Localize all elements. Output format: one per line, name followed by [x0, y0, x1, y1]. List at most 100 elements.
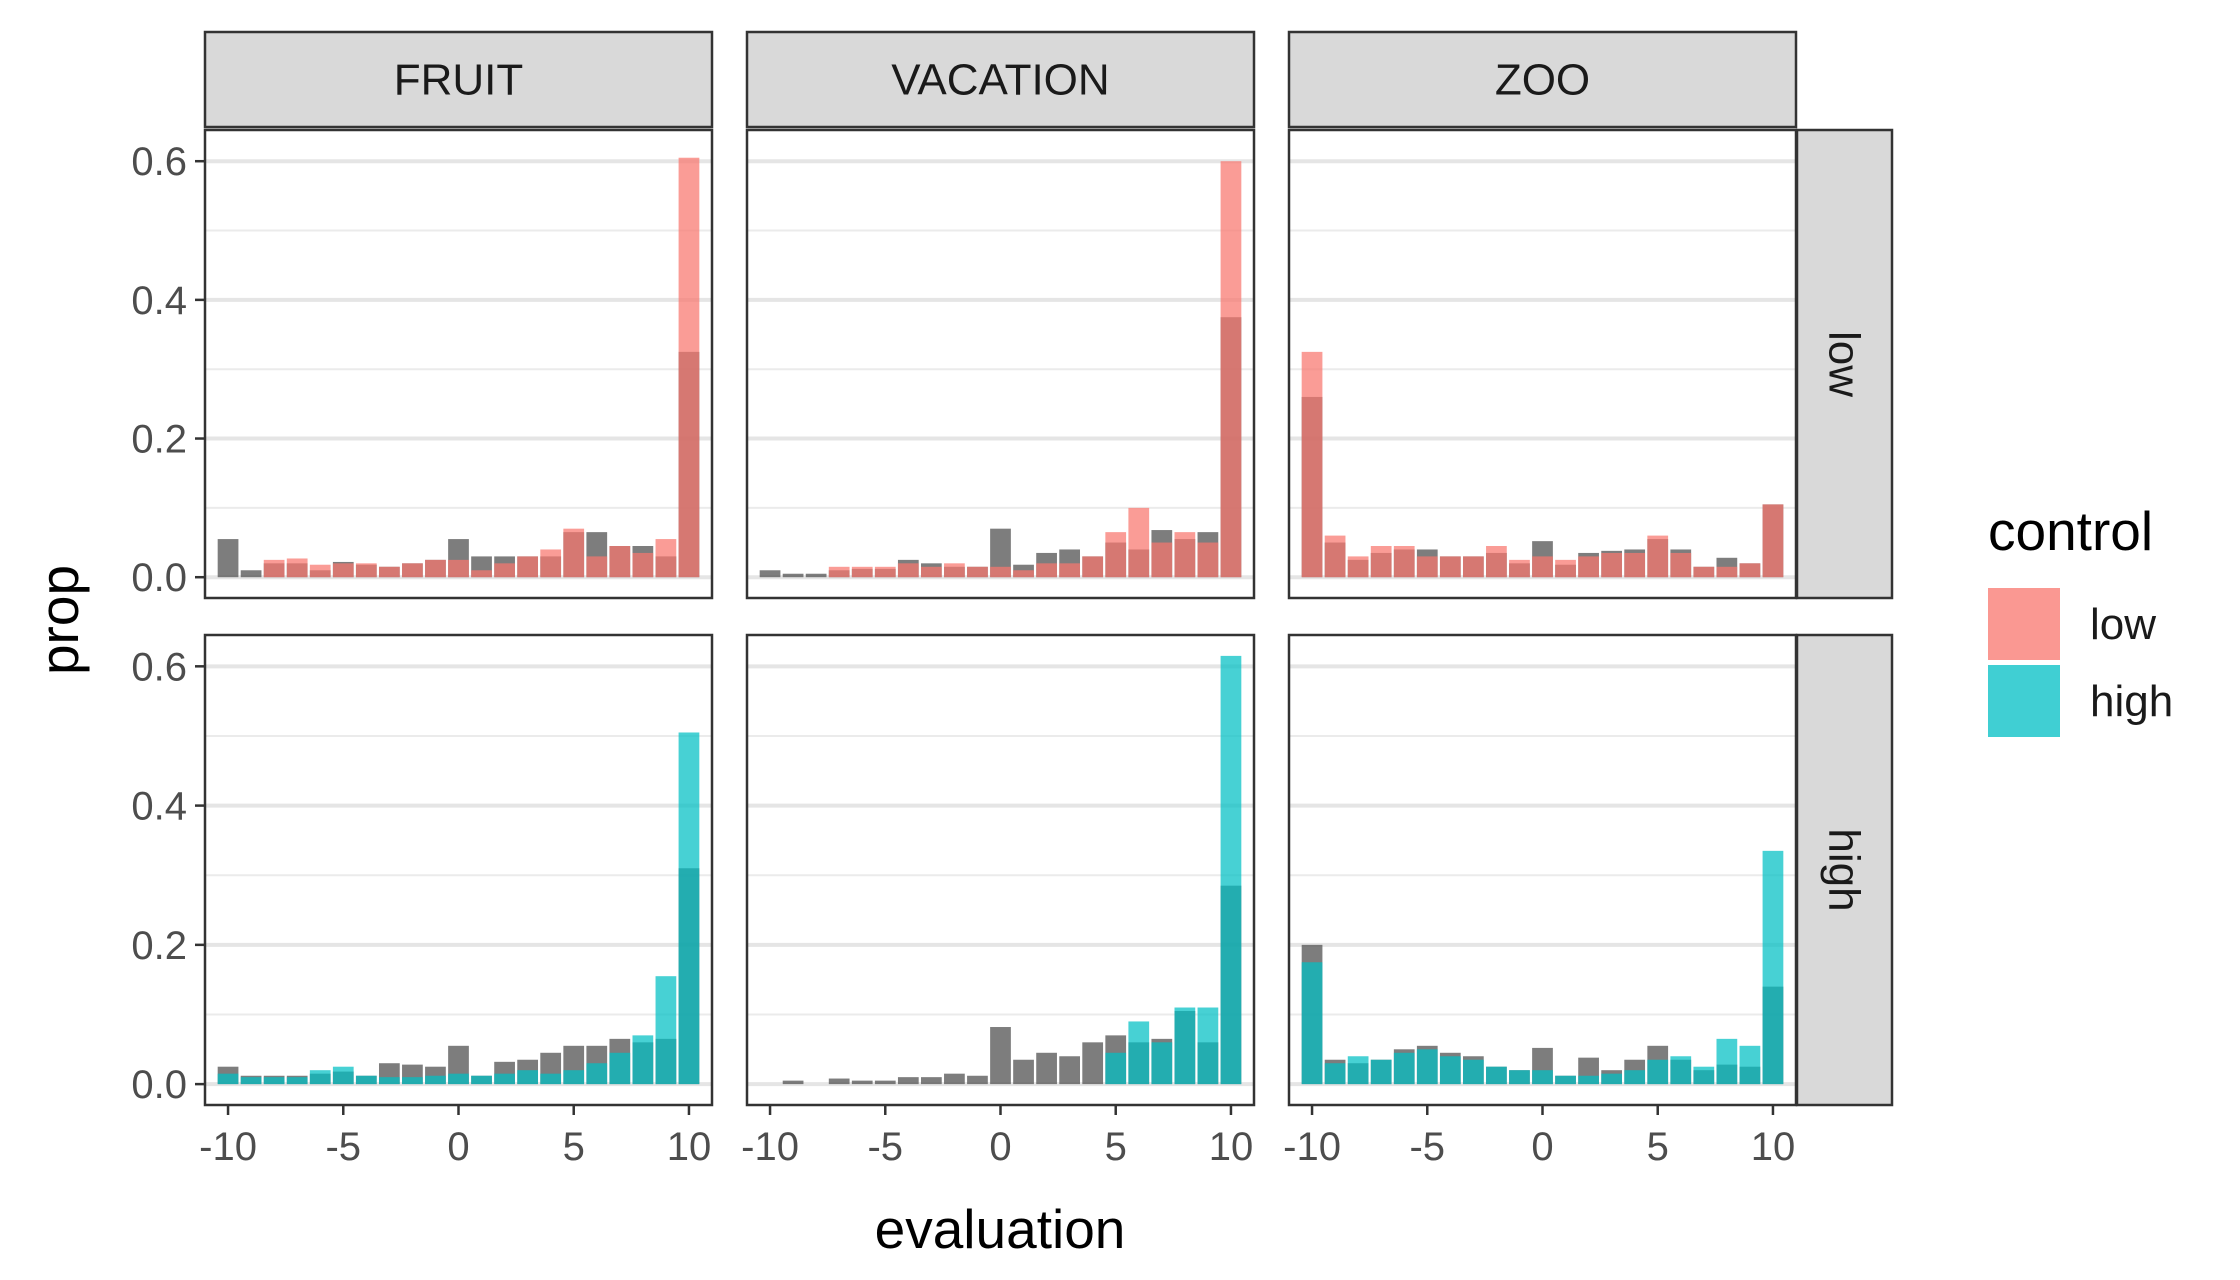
grey-bar--4 — [897, 1077, 919, 1085]
bar-5 — [1647, 535, 1669, 578]
bar-8 — [1716, 566, 1738, 578]
bar-6 — [586, 556, 608, 578]
bar--9 — [1324, 535, 1346, 578]
bar--8 — [1347, 556, 1369, 578]
bar-3 — [517, 556, 539, 578]
grey-bar--3 — [920, 1077, 942, 1085]
panel-zoo-low — [1287, 128, 1798, 600]
bar-5 — [1647, 1059, 1669, 1085]
grey-bar--5 — [874, 1080, 896, 1085]
bar--6 — [1393, 546, 1415, 578]
bar-5 — [563, 528, 585, 578]
strip-background — [1287, 30, 1798, 129]
grey-bar--9 — [782, 1080, 804, 1085]
x-tick-label: 0 — [447, 1125, 469, 1169]
bar-7 — [1693, 1066, 1715, 1085]
bar--10 — [1301, 351, 1323, 578]
bar-2 — [1578, 1075, 1599, 1085]
legend-entry-low: low — [1988, 588, 2156, 660]
bar--2 — [1486, 1066, 1507, 1085]
bar-10 — [678, 732, 700, 1085]
strip-label-vacation: VACATION — [891, 56, 1109, 105]
strip-fruit: FRUIT — [203, 30, 714, 129]
x-axis-fruit: -10 -5 0 5 10 — [199, 1105, 711, 1169]
bar-8 — [632, 552, 654, 578]
bar-8 — [1174, 1007, 1196, 1085]
bar-10 — [1762, 850, 1784, 1085]
legend-label-low: low — [2090, 600, 2156, 649]
bar-6 — [1128, 1021, 1150, 1085]
panel-fruit-low — [203, 128, 714, 600]
panel-border — [203, 128, 714, 600]
bar--4 — [897, 563, 919, 578]
bar-1 — [1013, 570, 1034, 578]
x-tick-label: -5 — [1409, 1125, 1445, 1169]
bar-3 — [1059, 563, 1081, 578]
panel-background — [747, 130, 1254, 598]
grey-bar-4 — [1082, 1042, 1104, 1085]
panel-border — [745, 128, 1256, 600]
bar--6 — [851, 566, 873, 578]
bar-4 — [1082, 556, 1104, 578]
bar--10 — [1301, 962, 1323, 1085]
x-tick-label: 5 — [1105, 1125, 1127, 1169]
grey-bar--9 — [782, 573, 804, 578]
bar--3 — [920, 566, 942, 578]
y-tick-label: 0.4 — [131, 785, 187, 829]
row-strip-background — [1795, 128, 1894, 600]
x-axis-zoo: -10 -5 0 5 10 — [1283, 1105, 1795, 1169]
panel-background — [1289, 130, 1796, 598]
bar-0 — [990, 566, 1011, 578]
strip-background — [745, 30, 1256, 129]
grey-bar--8 — [805, 573, 827, 578]
bar--4 — [355, 563, 377, 578]
bar-1 — [471, 570, 492, 578]
control-high-series — [1105, 655, 1242, 1085]
x-tick-label: -5 — [867, 1125, 903, 1169]
bar--7 — [286, 558, 308, 578]
panel-vacation-high — [745, 633, 1256, 1107]
bar--4 — [355, 1075, 377, 1085]
bar-4 — [540, 549, 562, 578]
grey-bar--10 — [759, 570, 781, 578]
y-axis-high: 0.0 0.2 0.4 0.6 — [131, 645, 205, 1107]
bar--9 — [240, 1077, 262, 1085]
grey-bar--7 — [828, 1078, 850, 1085]
grey-bar-0 — [990, 528, 1011, 578]
panels-layer: FRUIT VACATION ZOOlowhigh0.00.20.40.60.00.… — [131, 30, 1894, 1169]
x-tick-label: 10 — [667, 1125, 712, 1169]
bar--6 — [1393, 1052, 1415, 1085]
bar-9 — [1739, 1045, 1761, 1085]
bar-9 — [1197, 542, 1219, 578]
x-tick-label: 10 — [1209, 1125, 1254, 1169]
panel-background — [205, 130, 712, 598]
row-strip-low: low — [1795, 128, 1894, 600]
bar--10 — [217, 1073, 239, 1085]
bar-7 — [609, 1052, 631, 1085]
bar-4 — [1624, 552, 1646, 578]
bar-1 — [1555, 559, 1576, 578]
y-tick-label: 0.2 — [131, 418, 187, 462]
bar--5 — [874, 566, 896, 578]
legend-entry-high: high — [1988, 665, 2173, 737]
bar-5 — [1105, 1052, 1127, 1085]
bar-9 — [655, 976, 677, 1085]
x-tick-label: 5 — [1647, 1125, 1669, 1169]
bar--9 — [1324, 1063, 1346, 1085]
panel-border — [1287, 128, 1798, 600]
grey-bar-3 — [1059, 1056, 1081, 1085]
bar--2 — [1486, 546, 1507, 578]
bar--7 — [828, 566, 850, 578]
x-axis-title: evaluation — [875, 1198, 1126, 1260]
panel-background — [1289, 635, 1796, 1105]
grey-bar--2 — [944, 1073, 965, 1085]
bar-9 — [655, 539, 677, 578]
bar-7 — [1151, 542, 1173, 578]
bar-6 — [1670, 1056, 1692, 1085]
y-tick-label: 0.0 — [131, 556, 187, 600]
bar--4 — [1439, 556, 1461, 578]
bar-10 — [678, 157, 700, 578]
bar-10 — [1762, 504, 1784, 578]
grey-bar--6 — [851, 1080, 873, 1085]
